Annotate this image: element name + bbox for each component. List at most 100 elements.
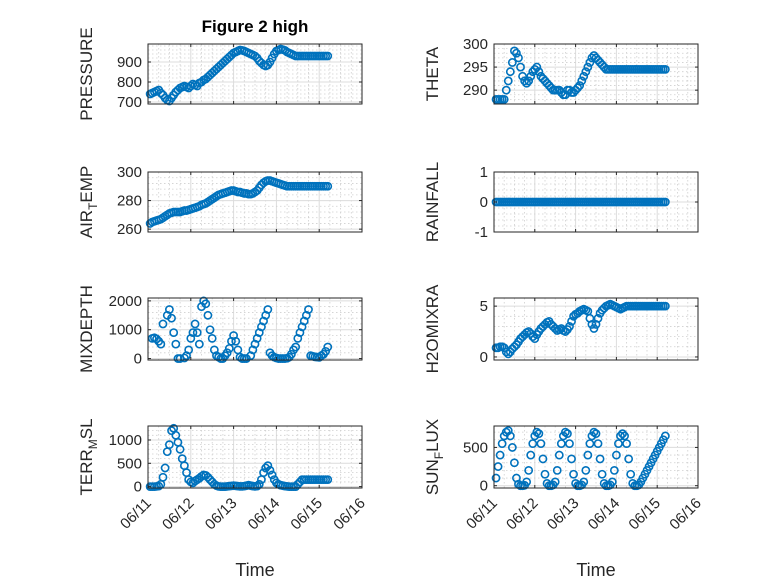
data-point [507,443,517,452]
data-point [152,334,161,344]
data-point [203,472,213,482]
y-tick-label: 280 [117,193,142,210]
data-point [609,465,619,475]
data-point [618,429,627,439]
x-tick-label: 06/13 [202,495,241,534]
data-point [167,313,176,323]
data-point [505,67,515,77]
data-point [589,427,599,437]
data-point [261,463,271,473]
subplot-h2omixra: 0 5 H2OMIXRA [423,284,699,373]
data-point [585,439,595,449]
data-point [585,58,595,67]
data-point [510,46,519,56]
y-tick-label: 1 [480,164,488,181]
data-point [291,342,301,352]
y-tick-label: 0 [134,351,142,368]
data-point [612,450,621,460]
axes-frame [147,171,363,233]
data-point [518,71,527,81]
data-point [575,81,585,90]
x-axis-label: Time [576,560,615,580]
data-point [528,439,538,449]
data-point [194,339,204,349]
data-point [505,431,515,441]
data-point [522,78,532,88]
data-point [323,475,333,485]
data-point [304,305,313,314]
data-point [497,439,507,449]
data-point [520,76,529,86]
data-point [660,431,670,441]
data-point [250,51,260,61]
y-tick-label: 2000 [109,293,142,310]
data-point [184,345,194,355]
y-tick-label: 0 [480,349,488,366]
axes-frame [147,425,363,489]
data-point [263,461,273,471]
x-tick-label: 06/12 [503,495,542,534]
data-point [660,197,670,207]
data-point [252,481,262,491]
axes-frame [493,297,699,361]
data-point [205,325,215,335]
data-point [179,353,189,363]
data-point [536,439,546,449]
y-axis-label: TERRMSL [77,418,100,495]
subplot-rainfall: -1 0 1 RAINFALL [423,162,699,242]
y-tick-label: 700 [117,94,142,111]
y-axis-label: MIXDEPTH [77,285,96,373]
data-point [567,454,576,464]
data-point [538,454,548,464]
data-point [540,469,550,479]
y-tick-label: 1000 [109,322,142,339]
y-axis-label: H2OMIXRA [423,284,442,373]
subplot-theta: 290 295 300 THETA [423,36,699,105]
data-point [323,342,333,352]
data-point [616,431,625,441]
data-point [567,316,576,326]
y-axis-label: SUNFLUX [423,419,446,495]
data-point [552,465,562,475]
x-tick-label: 06/15 [287,495,326,534]
data-point [593,439,603,449]
x-tick-label: 06/14 [585,495,624,534]
data-point [524,465,534,475]
y-axis-label: PRESSURE [77,27,96,121]
y-tick-label: 500 [463,439,488,456]
data-point [522,477,532,487]
data-point [532,427,542,437]
data-point [622,439,631,449]
data-point [577,76,587,86]
data-point [156,88,166,98]
data-point [534,67,544,77]
y-tick-label: 0 [480,194,488,211]
data-point [573,83,583,93]
data-point [323,51,333,61]
data-point [503,426,513,435]
x-tick-label: 06/14 [245,495,284,534]
data-point [164,305,174,314]
data-point [581,465,591,475]
x-axis-label: Time [235,560,274,580]
data-point [265,465,275,475]
y-tick-label: 800 [117,74,142,91]
subplot-mixdepth: 0 1000 2000 MIXDEPTH [77,285,363,373]
data-point [231,336,241,346]
data-point [205,475,215,485]
data-point [164,440,174,450]
data-point [512,48,521,58]
subplot-pressure: 700 800 900 PRESSURE Figure 2 high [77,17,363,121]
data-point [565,439,574,449]
data-point [624,454,634,464]
axes-frame [147,297,363,361]
data-point [607,477,617,487]
data-point [524,76,534,86]
y-tick-label: 900 [117,54,142,71]
data-point [291,482,301,492]
chart-title: Figure 2 high [202,17,309,36]
y-tick-label: 0 [480,478,488,495]
data-point [160,463,170,473]
data-point [579,71,589,81]
data-point [593,313,603,323]
